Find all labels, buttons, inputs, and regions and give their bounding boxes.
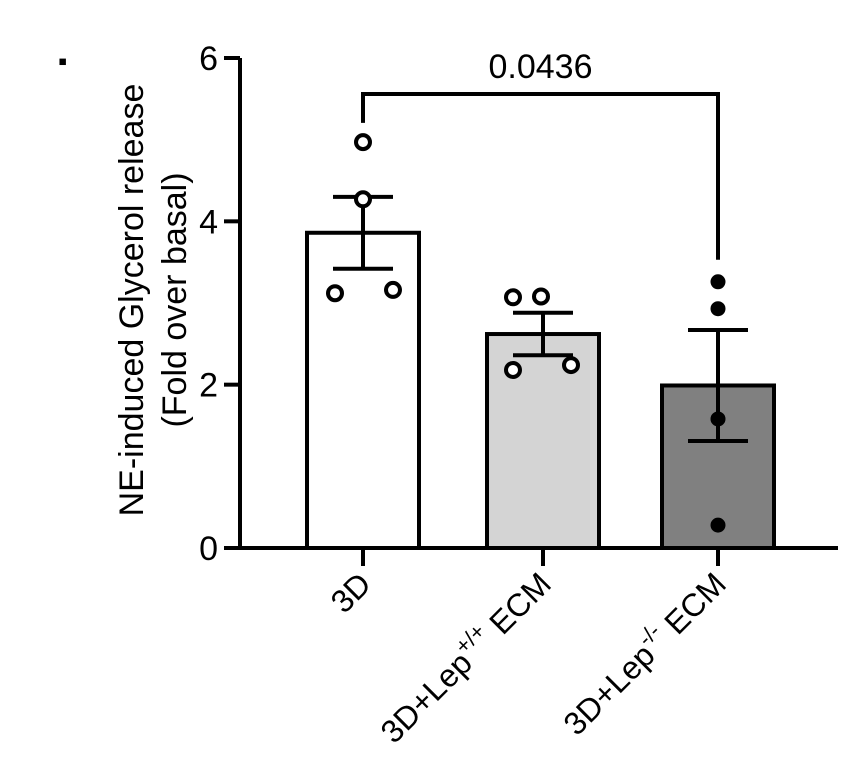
- x-tick-label-2: 3D+Lep-/- ECM: [553, 562, 733, 742]
- y-tick-label-0: 0: [199, 530, 218, 568]
- significance-p-value: 0.0436: [489, 48, 593, 86]
- y-tick-label-3: 6: [199, 40, 218, 78]
- data-point-1-3: [562, 356, 580, 375]
- data-point-1-0: [504, 288, 522, 307]
- x-tick-label-0: 3D: [324, 565, 378, 619]
- y-tick-label-2: 4: [199, 203, 218, 241]
- category-base: 3D: [324, 565, 378, 619]
- data-point-0-1: [354, 190, 372, 209]
- significance-bracket: [361, 92, 720, 260]
- data-point-0-0: [354, 133, 372, 152]
- data-point-2-1: [710, 301, 726, 317]
- data-point-0-2: [326, 284, 344, 303]
- data-point-1-1: [532, 287, 550, 306]
- bar-1: [485, 332, 601, 550]
- data-point-2-2: [710, 411, 726, 427]
- category-base: 3D+Lep: [556, 637, 661, 742]
- panel-marker: ▪: [58, 46, 67, 76]
- category-suffix: ECM: [476, 565, 558, 647]
- y-axis-title-line2: (Fold over basal): [156, 172, 194, 427]
- data-point-0-3: [384, 280, 402, 299]
- y-tick-label-1: 2: [199, 367, 218, 405]
- data-point-2-0: [710, 274, 726, 290]
- y-axis-title-line1: NE-induced Glycerol release: [113, 84, 151, 517]
- category-base: 3D+Lep: [374, 645, 479, 750]
- data-point-1-2: [504, 360, 522, 379]
- data-point-2-3: [710, 517, 726, 533]
- y-axis-title: NE-induced Glycerol release (Fold over b…: [113, 84, 194, 517]
- bar-0: [305, 230, 421, 550]
- category-suffix: ECM: [651, 565, 733, 647]
- x-tick-label-1: 3D+Lep+/+ ECM: [370, 562, 558, 750]
